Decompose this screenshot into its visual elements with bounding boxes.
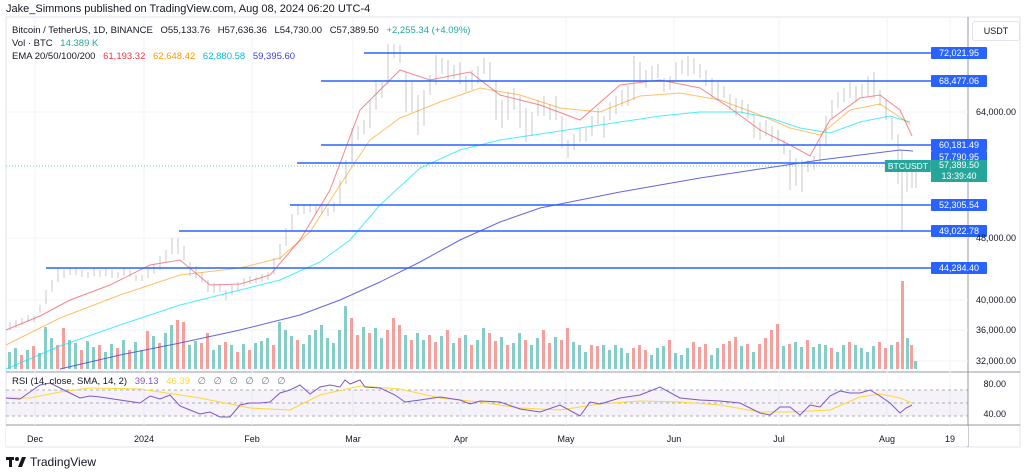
time-tick: 19	[944, 434, 956, 444]
time-tick: Dec	[26, 434, 44, 444]
bar-countdown: 13:39:40	[941, 171, 977, 181]
price-tick: 32,000.00	[975, 356, 1016, 366]
time-tick: Aug	[878, 434, 896, 444]
level-tag: 52,305.54	[931, 199, 987, 211]
ohlc-low: L54,730.00	[274, 25, 323, 36]
candlesticks	[9, 44, 917, 330]
na-value: ∅	[229, 376, 238, 387]
time-tick: 2024	[133, 434, 155, 444]
symbol-legend: Bitcoin / TetherUS, 1D, BINANCE O55,133.…	[12, 25, 475, 36]
na-value: ∅	[213, 376, 222, 387]
symbol-tag: BTCUSDT	[884, 160, 931, 172]
volume-legend: Vol · BTC 14.389 K	[12, 38, 103, 49]
time-tick: May	[557, 434, 575, 444]
rsi-tick: 40.00	[983, 409, 1006, 419]
ohlc-close: C57,389.50	[329, 25, 379, 36]
level-tag: 60,181.49	[931, 139, 987, 151]
current-price-tag: 57,389.50 13:39:40	[931, 160, 987, 182]
time-tick: Apr	[453, 434, 469, 444]
level-tag: 44,284.40	[931, 262, 987, 274]
price-tick: 48,000.00	[975, 233, 1016, 243]
tradingview-logo[interactable]: TradingView	[6, 455, 96, 469]
rsi-legend: RSI (14, close, SMA, 14, 2) 39.13 46.39 …	[12, 376, 290, 387]
ohlc-change: +2,255.34 (+4.09%)	[386, 25, 471, 36]
price-tick: 36,000.00	[975, 325, 1016, 335]
ema100-value: 62,880.58	[202, 51, 246, 62]
ema100-line	[5, 111, 911, 370]
rsi-label: RSI (14, close, SMA, 14, 2)	[12, 376, 128, 387]
time-tick: Jul	[773, 434, 785, 444]
ohlc-open: O55,133.76	[160, 25, 211, 36]
ema200-value: 59,395.60	[252, 51, 296, 62]
ema50-line	[5, 87, 911, 346]
ema-label: EMA 20/50/100/200	[12, 51, 96, 62]
currency-button[interactable]: USDT	[972, 21, 1020, 41]
ema20-value: 61,193.32	[103, 51, 146, 62]
price-tick: 64,000.00	[975, 107, 1016, 117]
rsi-value: 39.13	[134, 376, 159, 387]
na-value: ∅	[277, 376, 286, 387]
symbol-title: Bitcoin / TetherUS, 1D, BINANCE	[12, 25, 153, 36]
rsi-line	[5, 379, 913, 418]
level-tag: 72,021.95	[931, 47, 987, 59]
ohlc-high: H57,636.36	[217, 25, 267, 36]
ema20-line	[5, 69, 913, 331]
time-tick: Jun	[666, 434, 682, 444]
current-price: 57,389.50	[938, 160, 980, 170]
publish-caption: Jake_Simmons published on TradingView.co…	[6, 3, 371, 15]
level-lines	[46, 52, 968, 269]
tradingview-logo-icon	[6, 457, 26, 467]
time-tick: Feb	[244, 434, 260, 444]
level-tag: 68,477.06	[931, 75, 987, 87]
rsi-tick: 80.00	[983, 379, 1006, 389]
ema-legend: EMA 20/50/100/200 61,193.32 62,648.42 62…	[12, 51, 300, 62]
volume-value: 14.389 K	[60, 38, 99, 49]
time-tick: Mar	[345, 434, 361, 444]
brand-name: TradingView	[30, 455, 97, 469]
na-value: ∅	[245, 376, 254, 387]
rsi-sma-line	[6, 385, 913, 413]
na-value: ∅	[197, 376, 206, 387]
na-value: ∅	[261, 376, 270, 387]
ema50-value: 62,648.42	[153, 51, 196, 62]
rsi-sma-value: 46.39	[166, 376, 190, 387]
ema200-line	[59, 149, 914, 370]
level-tag: 49,022.78	[931, 225, 987, 237]
price-tick: 40,000.00	[975, 295, 1016, 305]
volume-label: Vol · BTC	[12, 38, 53, 49]
